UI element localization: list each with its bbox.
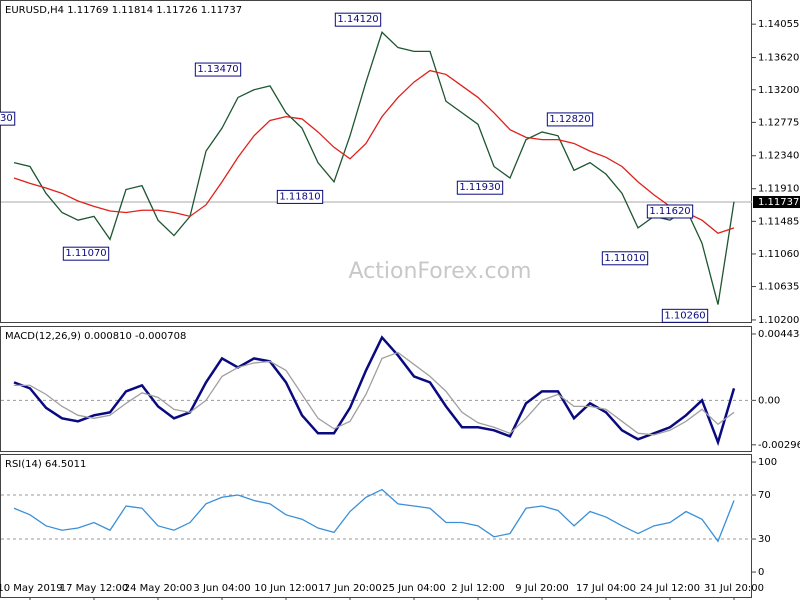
y-tick-label: 70 bbox=[758, 490, 771, 501]
annotation-box bbox=[456, 180, 504, 195]
x-tick-label: 17 May 12:00 bbox=[60, 583, 129, 594]
x-tick-label: 25 Jun 04:00 bbox=[382, 583, 446, 594]
y-tick-label: 30 bbox=[758, 534, 771, 545]
rsi-title: RSI(14) 64.5011 bbox=[5, 459, 86, 470]
x-tick-label: 17 Jul 04:00 bbox=[576, 583, 636, 594]
series-line bbox=[13, 488, 735, 543]
last-price-label: 1.11737 bbox=[758, 197, 799, 208]
annotation-box bbox=[334, 12, 382, 27]
price-annotation: 1.11070 bbox=[65, 248, 106, 259]
x-tick-label: 9 Jul 20:00 bbox=[515, 583, 569, 594]
y-tick-label: 1.12340 bbox=[758, 151, 799, 162]
series-line bbox=[14, 351, 735, 436]
annotation-box bbox=[546, 112, 594, 127]
price-annotation: 1.12820 bbox=[549, 114, 590, 125]
x-tick-label: 10 Jun 12:00 bbox=[254, 583, 318, 594]
annotation-box bbox=[194, 62, 242, 77]
y-tick-label: 100 bbox=[758, 457, 777, 468]
price-annotation: 1.13470 bbox=[197, 64, 238, 75]
x-tick-label: 31 Jul 20:00 bbox=[704, 583, 764, 594]
y-tick-label: 1.14055 bbox=[758, 19, 799, 30]
last-price-box bbox=[753, 196, 800, 209]
annotation-box bbox=[601, 251, 649, 266]
annotation-box bbox=[646, 204, 694, 219]
annotation-box bbox=[661, 308, 709, 323]
rsi-panel bbox=[0, 454, 752, 598]
y-tick-label: 0 bbox=[758, 567, 764, 578]
price-annotation: 30 bbox=[0, 113, 13, 124]
x-tick-label: 24 May 20:00 bbox=[124, 583, 193, 594]
series-line bbox=[13, 31, 735, 305]
macd-panel bbox=[0, 326, 752, 452]
x-tick-label: 2 Jul 12:00 bbox=[451, 583, 505, 594]
price-annotation: 1.11620 bbox=[649, 206, 690, 217]
price-panel bbox=[0, 0, 752, 323]
price-annotation: 1.11930 bbox=[459, 182, 500, 193]
price-title: EURUSD,H4 1.11769 1.11814 1.11726 1.1173… bbox=[5, 5, 242, 16]
x-tick-label: 10 May 2019 bbox=[0, 583, 63, 594]
price-annotation: 1.14120 bbox=[337, 14, 378, 25]
y-tick-label: 1.11060 bbox=[758, 249, 799, 260]
price-annotation: 1.11810 bbox=[279, 191, 320, 202]
x-tick-label: 17 Jun 20:00 bbox=[318, 583, 382, 594]
price-annotation: 1.10260 bbox=[664, 310, 705, 321]
y-tick-label: 0.004434 bbox=[758, 329, 800, 340]
watermark: ActionForex.com bbox=[349, 259, 532, 284]
annotation-box bbox=[0, 111, 16, 126]
x-tick-label: 24 Jul 12:00 bbox=[640, 583, 700, 594]
price-annotation: 1.11010 bbox=[604, 253, 645, 264]
annotation-box bbox=[276, 189, 324, 204]
y-tick-label: 1.13200 bbox=[758, 85, 799, 96]
y-tick-label: 1.13620 bbox=[758, 53, 799, 64]
series-line bbox=[13, 335, 736, 447]
y-tick-label: 1.10200 bbox=[758, 315, 799, 326]
x-tick-label: 3 Jun 04:00 bbox=[193, 583, 250, 594]
y-tick-label: -0.002969 bbox=[758, 440, 800, 451]
y-tick-label: 1.12775 bbox=[758, 117, 799, 128]
y-tick-label: 1.10635 bbox=[758, 282, 799, 293]
macd-title: MACD(12,26,9) 0.000810 -0.000708 bbox=[5, 331, 186, 342]
y-tick-label: 0.00 bbox=[758, 395, 780, 406]
series-line bbox=[13, 69, 735, 234]
annotation-box bbox=[62, 246, 110, 261]
y-tick-label: 1.11910 bbox=[758, 184, 799, 195]
y-tick-label: 1.11485 bbox=[758, 216, 799, 227]
